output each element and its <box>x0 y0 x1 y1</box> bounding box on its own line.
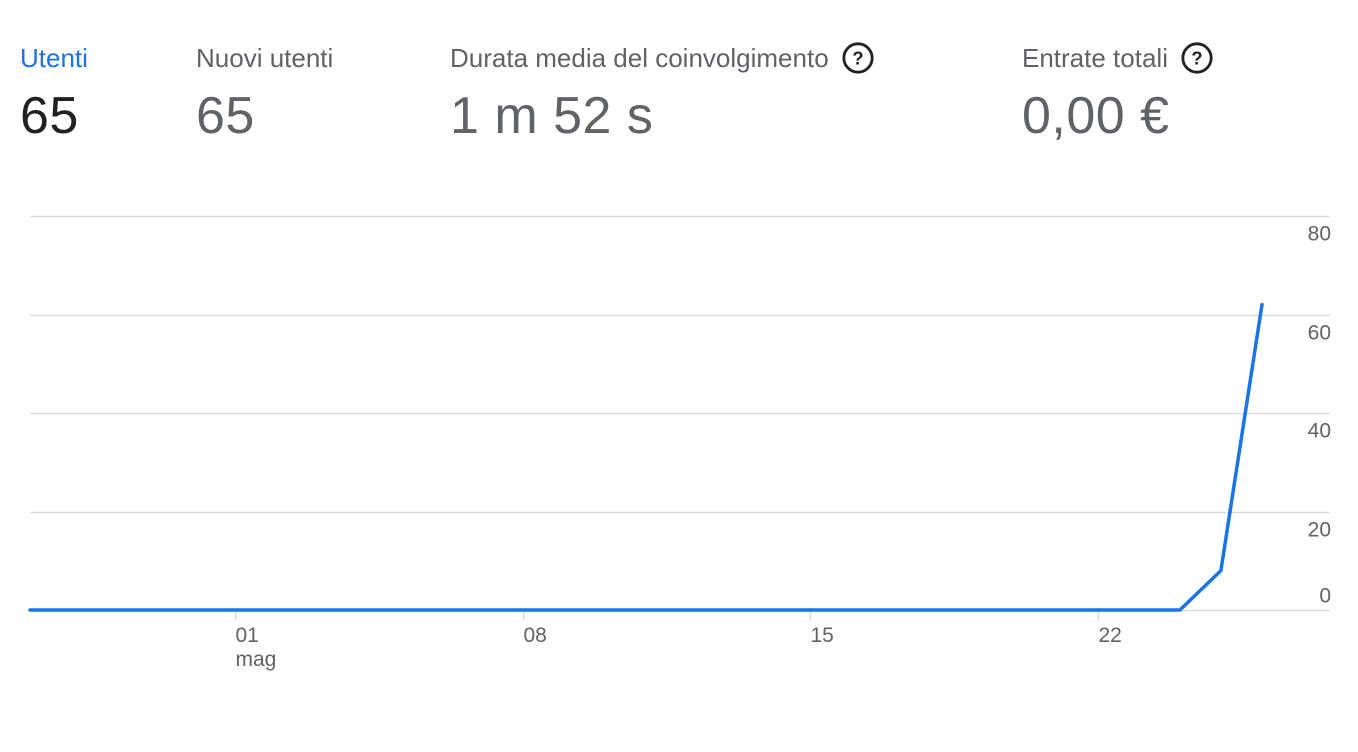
metric-users[interactable]: Utenti 65 <box>20 38 88 146</box>
metric-label: Nuovi utenti <box>196 38 333 78</box>
y-tick-label: 40 <box>1308 420 1331 443</box>
x-tick-label: 15 <box>811 624 834 647</box>
help-icon[interactable]: ? <box>841 41 875 75</box>
metric-label: Durata media del coinvolgimento ? <box>450 38 875 78</box>
x-tick-label: 22 <box>1099 624 1122 647</box>
metric-value: 65 <box>20 87 79 145</box>
y-tick-label: 0 <box>1319 585 1331 608</box>
y-tick-label: 20 <box>1308 519 1331 542</box>
metric-value: 65 <box>196 87 255 145</box>
metric-label-text: Nuovi utenti <box>196 42 334 73</box>
y-tick-label: 60 <box>1308 322 1331 345</box>
metric-label-text: Utenti <box>20 42 88 73</box>
grid-layer <box>30 215 1330 612</box>
x-tick-label: 01 <box>236 624 259 647</box>
series-layer <box>28 302 1264 612</box>
svg-text:?: ? <box>852 48 863 69</box>
y-axis: 0 20 40 60 80 <box>1308 223 1331 608</box>
metric-label-text: Durata media del coinvolgimento <box>450 42 829 73</box>
metric-total-revenue[interactable]: Entrate totali ? 0,00 € <box>1022 38 1214 146</box>
svg-text:?: ? <box>1191 48 1202 69</box>
metric-label-text: Entrate totali <box>1022 42 1168 73</box>
metric-label: Entrate totali ? <box>1022 38 1214 78</box>
x-tick-sublabel: mag <box>236 648 277 671</box>
metric-value: 1 m 52 s <box>450 87 654 145</box>
series-line <box>28 302 1264 612</box>
metric-label: Utenti <box>20 38 88 78</box>
y-tick-label: 80 <box>1308 223 1331 246</box>
metric-avg-engagement[interactable]: Durata media del coinvolgimento ? 1 m 52… <box>450 38 875 146</box>
metric-new-users[interactable]: Nuovi utenti 65 <box>196 38 333 146</box>
x-tick-label: 08 <box>524 624 547 647</box>
metric-value: 0,00 € <box>1022 87 1170 145</box>
help-icon[interactable]: ? <box>1180 41 1214 75</box>
